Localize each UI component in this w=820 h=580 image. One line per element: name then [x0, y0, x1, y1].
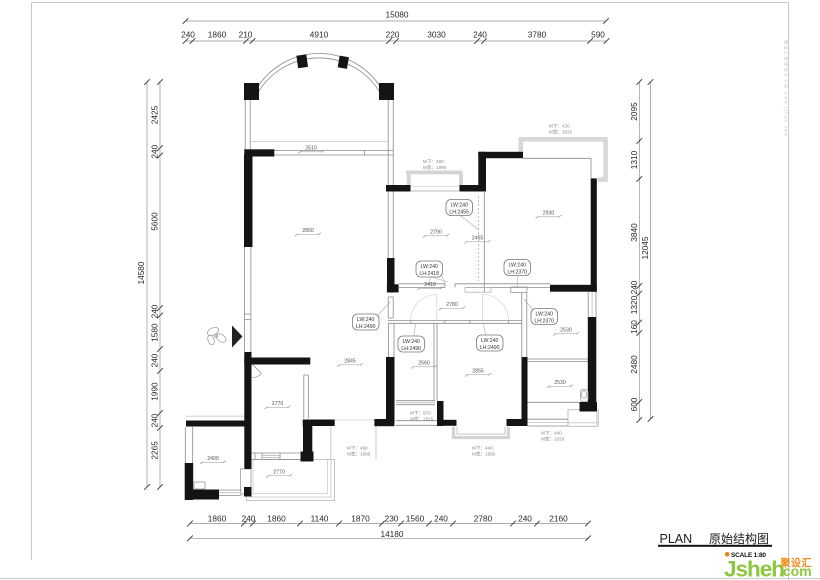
svg-text:2560: 2560 [418, 361, 430, 367]
svg-text:4910: 4910 [310, 30, 329, 40]
svg-text:210: 210 [239, 30, 253, 40]
svg-text:原始结构图: 原始结构图 [709, 531, 769, 546]
svg-text:聚设汇装修设计平台 www.jsheh.com: 聚设汇装修设计平台 www.jsheh.com [783, 40, 790, 137]
svg-text:2855: 2855 [472, 369, 484, 375]
svg-text:M下：440: M下：440 [472, 446, 493, 452]
svg-text:2400: 2400 [207, 456, 219, 462]
svg-text:2930: 2930 [543, 211, 555, 217]
svg-text:220: 220 [386, 30, 400, 40]
svg-text:240: 240 [242, 514, 256, 524]
svg-text:LW:240: LW:240 [481, 338, 499, 344]
svg-text:3030: 3030 [427, 30, 446, 40]
svg-text:1320: 1320 [629, 295, 639, 314]
svg-text:M下：460: M下：460 [423, 159, 444, 165]
svg-text:1860: 1860 [267, 514, 286, 524]
svg-text:240: 240 [629, 280, 639, 294]
svg-text:2265: 2265 [150, 441, 160, 460]
svg-text:1990: 1990 [150, 382, 160, 401]
svg-text:M宽：2020: M宽：2020 [549, 129, 573, 136]
svg-text:5600: 5600 [150, 212, 160, 231]
svg-text:LW:240: LW:240 [402, 339, 420, 345]
svg-text:2530: 2530 [554, 380, 566, 386]
svg-text:2770: 2770 [273, 470, 285, 476]
svg-text:LW:240: LW:240 [420, 264, 438, 270]
svg-text:LW:240: LW:240 [357, 317, 375, 323]
svg-text:240: 240 [150, 353, 160, 367]
svg-text:2850: 2850 [302, 228, 314, 234]
svg-text:Jsheh: Jsheh [724, 557, 784, 580]
svg-text:LH:2370: LH:2370 [507, 269, 527, 275]
svg-text:240: 240 [473, 30, 487, 40]
svg-text:2160: 2160 [549, 514, 568, 524]
svg-text:240: 240 [518, 514, 532, 524]
svg-text:M下：490: M下：490 [347, 446, 368, 452]
svg-text:15080: 15080 [385, 10, 408, 20]
svg-text:14180: 14180 [380, 529, 403, 539]
svg-text:1560: 1560 [406, 514, 425, 524]
svg-text:1580: 1580 [150, 323, 160, 342]
svg-text:M宽：1985: M宽：1985 [347, 451, 371, 458]
svg-text:1870: 1870 [351, 514, 370, 524]
svg-text:SCALE 1:80: SCALE 1:80 [731, 552, 766, 559]
svg-text:LH:2490: LH:2490 [480, 345, 500, 351]
svg-text:2418: 2418 [424, 282, 436, 288]
svg-text:2790: 2790 [430, 230, 442, 236]
svg-text:2425: 2425 [150, 105, 160, 124]
svg-text:160: 160 [629, 320, 639, 334]
svg-text:2530: 2530 [560, 328, 572, 334]
svg-text:PLAN: PLAN [660, 532, 693, 546]
svg-text:LW:240: LW:240 [508, 262, 526, 268]
svg-text:LH:2370: LH:2370 [534, 318, 554, 324]
svg-text:M宽：1525: M宽：1525 [410, 416, 434, 423]
svg-text:M下：970: M下：970 [410, 411, 431, 417]
svg-text:2770: 2770 [272, 401, 284, 407]
svg-text:2780: 2780 [446, 302, 458, 308]
svg-text:1310: 1310 [629, 150, 639, 169]
svg-text:230: 230 [385, 514, 399, 524]
svg-text:600: 600 [629, 397, 639, 411]
svg-text:M宽：1990: M宽：1990 [423, 164, 447, 171]
svg-text:聚设汇: 聚设汇 [780, 557, 813, 570]
svg-text:3840: 3840 [629, 223, 639, 242]
svg-text:2510: 2510 [305, 146, 317, 152]
svg-text:M宽：1990: M宽：1990 [472, 451, 496, 458]
svg-text:.com: .com [779, 563, 812, 579]
svg-text:1860: 1860 [208, 30, 227, 40]
svg-text:590: 590 [591, 30, 605, 40]
svg-text:LH:2490: LH:2490 [401, 346, 421, 352]
svg-text:M宽：2020: M宽：2020 [541, 436, 565, 443]
svg-text:2480: 2480 [629, 355, 639, 374]
svg-text:2095: 2095 [629, 102, 639, 121]
svg-text:M下：440: M下：440 [541, 431, 562, 437]
svg-text:12045: 12045 [640, 236, 650, 259]
svg-text:240: 240 [150, 413, 160, 427]
svg-text:2455: 2455 [472, 236, 484, 242]
svg-text:240: 240 [150, 144, 160, 158]
svg-text:LW:240: LW:240 [450, 202, 468, 208]
svg-text:LH:2455: LH:2455 [449, 209, 469, 215]
svg-text:240: 240 [434, 514, 448, 524]
svg-text:240: 240 [181, 30, 195, 40]
svg-text:240: 240 [150, 304, 160, 318]
svg-text:14580: 14580 [136, 261, 146, 284]
svg-text:LH:2418: LH:2418 [419, 271, 439, 277]
svg-text:3780: 3780 [528, 30, 547, 40]
svg-text:1860: 1860 [208, 514, 227, 524]
svg-text:LH:2490: LH:2490 [356, 324, 376, 330]
svg-text:M下：420: M下：420 [549, 124, 570, 130]
svg-text:1140: 1140 [311, 514, 329, 524]
svg-text:2780: 2780 [474, 514, 493, 524]
svg-text:2845: 2845 [344, 359, 356, 365]
svg-text:LW:240: LW:240 [535, 311, 553, 317]
